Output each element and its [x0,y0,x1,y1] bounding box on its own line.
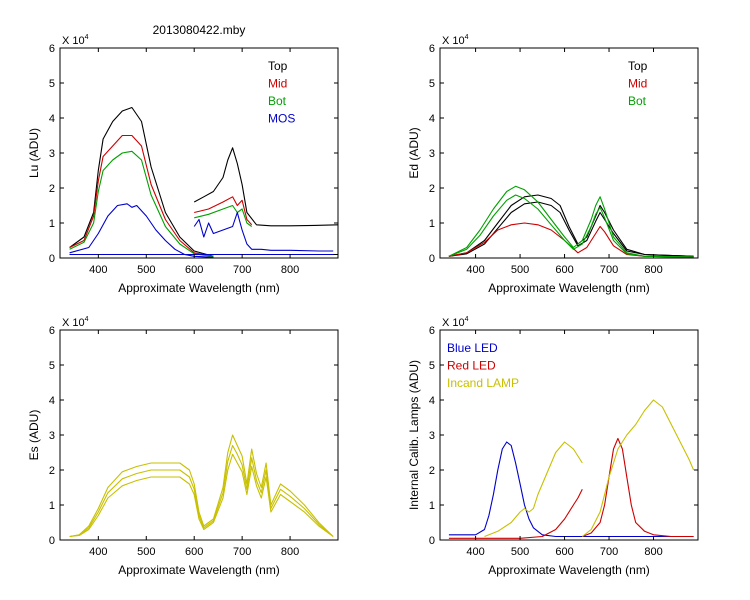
lu-ytick-label: 2 [49,183,55,195]
cal-series-incand-lamp-4 [581,399,695,537]
ed-ytick-label: 1 [429,218,435,230]
ed-series-bot-4 [448,194,694,258]
lu-xtick-label: 500 [137,264,155,276]
es-series-group [69,434,334,538]
es-series-es-2 [69,453,334,538]
ed-series-top-0 [448,194,694,257]
es-ytick-label: 2 [49,465,55,477]
chart-lu: 0 1 2 3 4 5 6 400 500 600 700 800 X 104 Approximate W… [27,34,339,295]
cal-ytick-label: 2 [429,465,435,477]
lu-series-mos-7 [69,203,214,258]
cal-xtick-label: 500 [511,546,529,558]
es-xtick-label: 800 [281,546,299,558]
lu-series-mid-3 [69,134,214,257]
ed-ytick-label: 0 [429,253,435,265]
lu-xtick-label: 700 [233,264,251,276]
lu-xtick-label: 800 [281,264,299,276]
cal-ytick-label: 1 [429,500,435,512]
ed-xtick-label: 600 [555,264,573,276]
cal-xtick-label: 800 [644,546,662,558]
cal-legend-incand-lamp: Incand LAMP [447,376,519,390]
ed-legend-mid: Mid [628,77,647,91]
cal-ytick-label: 3 [429,430,435,442]
cal-ytick-label: 6 [429,325,435,337]
lu-series-top-1 [193,147,338,227]
cal-legend-blue-led: Blue LED [447,341,498,355]
es-xtick-label: 600 [185,546,203,558]
lu-series-bot-5 [69,150,214,258]
es-xtick-label: 400 [89,546,107,558]
lu-series-bot-6 [194,204,253,227]
cal-series-blue-led-0 [448,441,694,538]
cal-ytick-label: 5 [429,360,435,372]
figure-title: 2013080422.mby [153,23,246,37]
chart-ed: 0 1 2 3 4 5 6 400 500 600 700 800 X 104 Approximate W… [407,34,699,295]
es-ytick-label: 4 [49,395,55,407]
ed-series-group [448,185,694,258]
ed-series-top-1 [448,201,694,257]
cal-exponent-label: X 104 [442,316,469,329]
es-xtick-label: 700 [233,546,251,558]
es-ytick-label: 1 [49,500,55,512]
es-ytick-label: 6 [49,325,55,337]
cal-series-red-led-2 [582,437,694,538]
chart-cal: 0 1 2 3 4 5 6 400 500 600 700 800 X 104 Approximate W… [407,316,699,577]
chart-es: 0 1 2 3 4 5 6 400 500 600 700 800 X 104 Approximate W… [27,316,339,577]
lu-ytick-label: 1 [49,218,55,230]
ed-y-axis-label: Ed (ADU) [407,127,421,178]
cal-xtick-label: 700 [600,546,618,558]
lu-series-mid-4 [194,196,253,226]
lu-ytick-label: 5 [49,78,55,90]
ed-legend-bot: Bot [628,94,647,108]
ed-ytick-label: 5 [429,78,435,90]
ed-xtick-label: 800 [644,264,662,276]
es-exponent-label: X 104 [62,316,89,329]
lu-series-mos-8 [193,211,334,252]
lu-ytick-label: 6 [49,43,55,55]
lu-legend-bot: Bot [268,94,287,108]
ed-xtick-label: 500 [511,264,529,276]
lu-xtick-label: 400 [89,264,107,276]
lu-exponent-label: X 104 [62,34,89,47]
es-xtick-label: 500 [137,546,155,558]
lu-legend-mid: Mid [268,77,287,91]
cal-x-axis-label: Approximate Wavelength (nm) [488,563,650,577]
lu-ytick-label: 3 [49,148,55,160]
lu-ytick-label: 0 [49,253,55,265]
cal-y-axis-label: Internal Calib. Lamps (ADU) [407,360,421,510]
cal-ytick-label: 0 [429,535,435,547]
ed-ytick-label: 2 [429,183,435,195]
cal-xtick-label: 400 [466,546,484,558]
lu-xtick-label: 600 [185,264,203,276]
es-series-es-1 [69,444,334,538]
cal-series-group [448,399,695,539]
lu-x-axis-label: Approximate Wavelength (nm) [118,281,280,295]
lu-legend-mos: MOS [268,112,295,126]
cal-ytick-label: 4 [429,395,435,407]
cal-series-red-led-1 [448,489,583,539]
ed-exponent-label: X 104 [442,34,469,47]
ed-x-axis-label: Approximate Wavelength (nm) [488,281,650,295]
es-y-axis-label: Es (ADU) [27,410,41,461]
lu-y-axis-label: Lu (ADU) [27,128,41,178]
lu-series-group [69,106,338,258]
ed-ytick-label: 6 [429,43,435,55]
lu-legend-top: Top [268,59,288,73]
ed-ytick-label: 4 [429,113,435,125]
lu-series-top-0 [69,106,214,257]
lu-ytick-label: 4 [49,113,55,125]
ed-legend-top: Top [628,59,648,73]
es-ytick-label: 5 [49,360,55,372]
es-ytick-label: 0 [49,535,55,547]
es-ytick-label: 3 [49,430,55,442]
cal-legend-red-led: Red LED [447,359,496,373]
ed-series-bot-3 [448,185,694,258]
cal-xtick-label: 600 [555,546,573,558]
ed-ytick-label: 3 [429,148,435,160]
ed-xtick-label: 700 [600,264,618,276]
cal-series-incand-lamp-3 [484,441,583,538]
ed-xtick-label: 400 [466,264,484,276]
es-x-axis-label: Approximate Wavelength (nm) [118,563,280,577]
